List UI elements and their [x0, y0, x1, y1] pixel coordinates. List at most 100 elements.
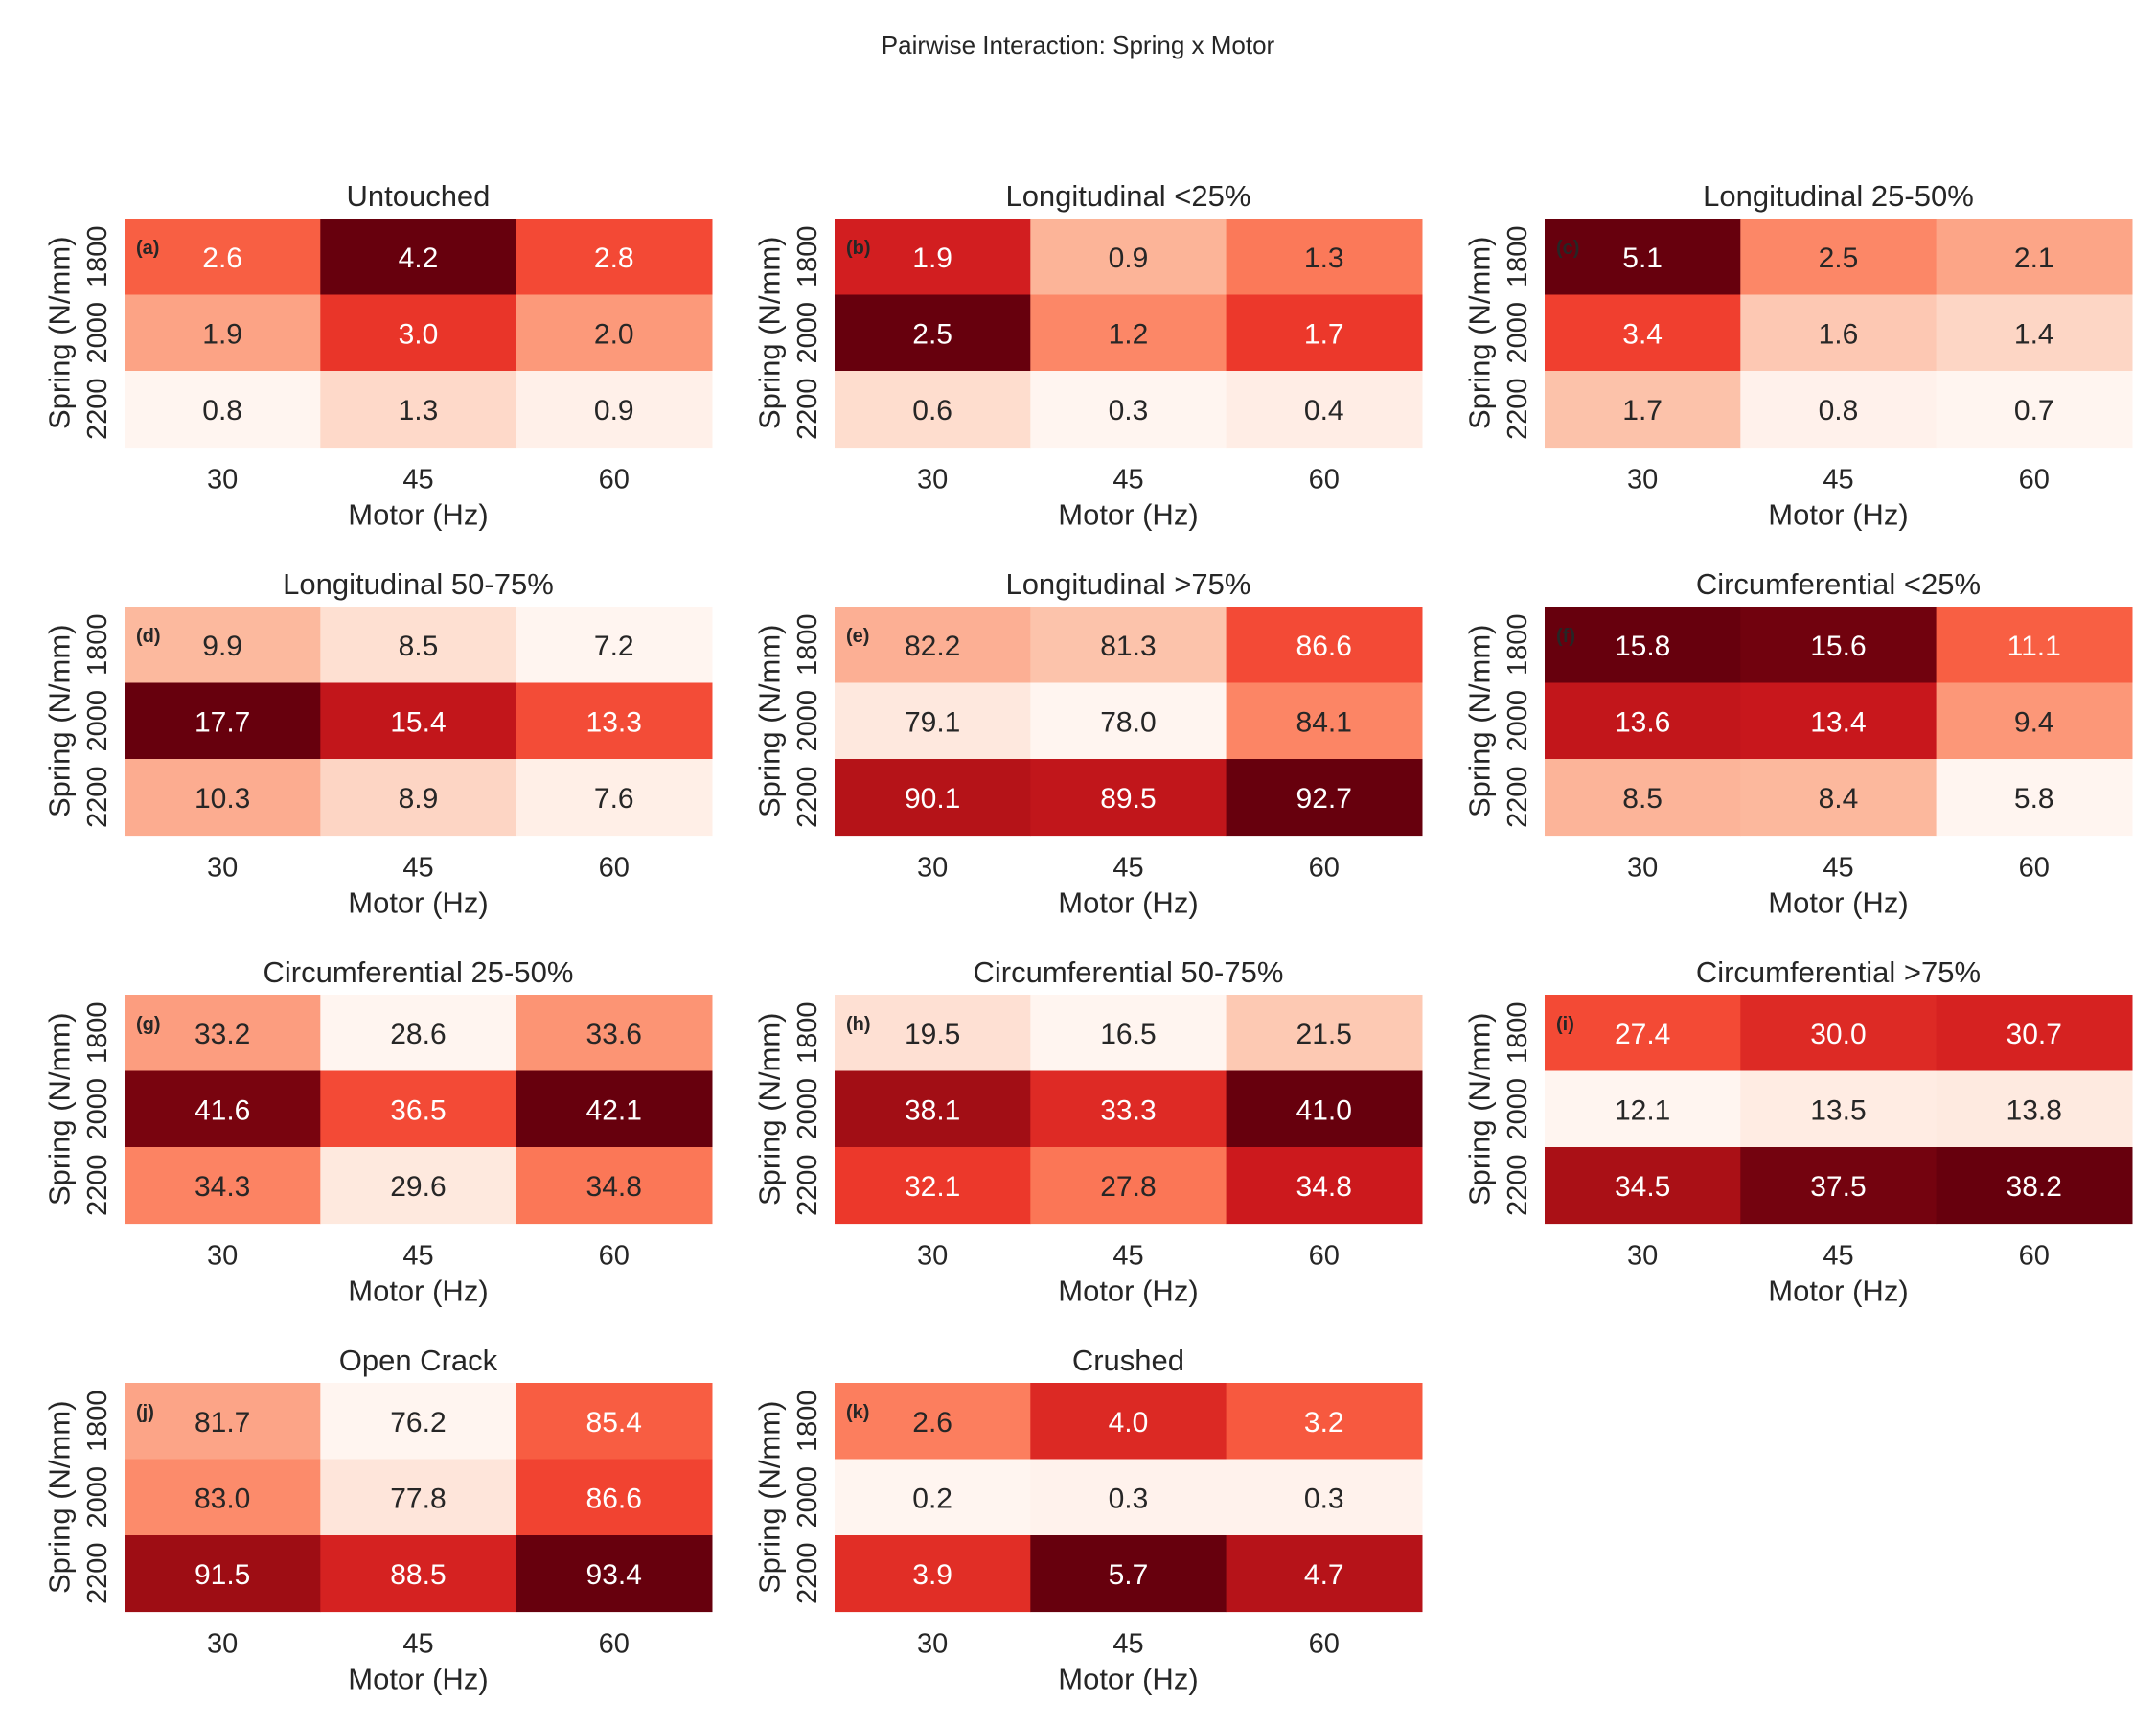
- panel-title: Circumferential <25%: [1696, 567, 1981, 601]
- heatmap-cell: [1030, 1070, 1227, 1148]
- heatmap-cell: [1740, 682, 1938, 760]
- x-tick-label: 30: [207, 853, 238, 884]
- heatmap-cell: [1226, 759, 1423, 837]
- x-tick-label: 60: [599, 1241, 630, 1272]
- heatmap-cell: [1740, 759, 1938, 837]
- cell-value-label: 30.0: [1810, 1019, 1866, 1050]
- x-tick-label: 60: [1309, 1629, 1340, 1660]
- heatmap-panel: 2.6 4.2 2.8 1.9 3.0 2.0 0.8 1.3 0.9 (a) Untouched 3…: [43, 179, 713, 532]
- cell-value-label: 15.4: [390, 706, 446, 738]
- x-tick-label: 45: [402, 465, 433, 495]
- cell-value-label: 33.3: [1100, 1094, 1156, 1126]
- y-tick-label: 2000: [82, 1466, 113, 1529]
- y-axis-label: Spring (N/mm): [43, 1400, 77, 1594]
- cell-value-label: 0.3: [1304, 1483, 1344, 1514]
- x-axis-label: Motor (Hz): [1768, 886, 1908, 920]
- x-tick-label: 60: [2019, 1241, 2050, 1272]
- x-axis-label: Motor (Hz): [1058, 886, 1198, 920]
- cell-value-label: 37.5: [1810, 1171, 1866, 1203]
- cell-value-label: 34.3: [195, 1171, 250, 1203]
- heatmap-cell: [835, 995, 1031, 1072]
- heatmap-cell: [516, 682, 713, 760]
- cell-value-label: 15.6: [1810, 631, 1866, 662]
- x-tick-label: 60: [2019, 853, 2050, 884]
- heatmap-cell: [1030, 1147, 1227, 1225]
- heatmap-cell: [1740, 995, 1938, 1072]
- heatmap-cell: [1226, 682, 1423, 760]
- x-tick-label: 45: [1823, 465, 1853, 495]
- cell-value-label: 1.6: [1819, 318, 1859, 350]
- y-axis-label: Spring (N/mm): [753, 1012, 787, 1206]
- x-tick-label: 60: [1309, 465, 1340, 495]
- panel-title: Longitudinal >75%: [1005, 567, 1250, 601]
- panel-label: (a): [136, 238, 159, 259]
- x-tick-label: 45: [1112, 465, 1143, 495]
- cell-value-label: 30.7: [2007, 1019, 2062, 1050]
- heatmap-cell: [1740, 218, 1938, 296]
- cell-value-label: 0.8: [202, 395, 242, 426]
- heatmap-cell: [516, 1459, 713, 1536]
- y-axis-label: Spring (N/mm): [43, 236, 77, 429]
- y-axis-label: Spring (N/mm): [753, 1400, 787, 1594]
- y-tick-label: 2000: [1502, 1078, 1533, 1140]
- heatmap-cell: [1545, 371, 1741, 448]
- panel-title: Circumferential 50-75%: [973, 955, 1283, 989]
- cell-value-label: 1.3: [1304, 242, 1344, 274]
- heatmap-cell: [1936, 294, 2133, 372]
- panel-label: (d): [136, 626, 161, 647]
- heatmap-panel: 1.9 0.9 1.3 2.5 1.2 1.7 0.6 0.3 0.4 (b) Longitudin…: [753, 179, 1423, 532]
- cell-value-label: 1.9: [202, 318, 242, 350]
- y-axis-label: Spring (N/mm): [1463, 1012, 1497, 1206]
- y-tick-label: 2000: [82, 1078, 113, 1140]
- heatmap-cell: [516, 759, 713, 837]
- cell-value-label: 3.2: [1304, 1407, 1344, 1438]
- heatmap-cell: [125, 995, 321, 1072]
- figure-title: Pairwise Interaction: Spring x Motor: [882, 31, 1275, 59]
- x-tick-label: 60: [599, 1629, 630, 1660]
- cell-value-label: 91.5: [195, 1559, 250, 1591]
- x-axis-label: Motor (Hz): [1768, 498, 1908, 532]
- cell-value-label: 83.0: [195, 1483, 250, 1514]
- x-axis-label: Motor (Hz): [348, 1275, 488, 1308]
- x-tick-label: 30: [1627, 853, 1658, 884]
- y-tick-label: 1800: [1502, 613, 1533, 676]
- heatmap-panel: 2.6 4.0 3.2 0.2 0.3 0.3 3.9 5.7 4.7 (k) Crushed 30 4…: [753, 1344, 1423, 1696]
- x-axis-label: Motor (Hz): [1058, 498, 1198, 532]
- cell-value-label: 89.5: [1100, 783, 1156, 815]
- cell-value-label: 0.7: [2014, 395, 2054, 426]
- heatmap-cell: [320, 294, 517, 372]
- cell-value-label: 41.6: [195, 1094, 250, 1126]
- cell-value-label: 0.6: [912, 395, 952, 426]
- cell-value-label: 0.4: [1304, 395, 1344, 426]
- heatmap-cell: [516, 294, 713, 372]
- y-tick-label: 1800: [82, 613, 113, 676]
- heatmap-cell: [835, 607, 1031, 684]
- cell-value-label: 9.4: [2014, 706, 2054, 738]
- heatmap-cell: [516, 1535, 713, 1613]
- y-tick-label: 2200: [82, 766, 113, 828]
- x-tick-label: 30: [917, 1241, 948, 1272]
- cell-value-label: 38.1: [905, 1094, 960, 1126]
- heatmap-cell: [1030, 218, 1227, 296]
- heatmap-cell: [516, 1383, 713, 1460]
- cell-value-label: 5.7: [1109, 1559, 1149, 1591]
- heatmap-cell: [1740, 371, 1938, 448]
- y-tick-label: 1800: [792, 225, 823, 288]
- y-tick-label: 2000: [792, 1078, 823, 1140]
- panel-label: (h): [846, 1014, 871, 1035]
- heatmap-cell: [835, 1070, 1031, 1148]
- y-tick-label: 1800: [792, 613, 823, 676]
- heatmap-cell: [1545, 1147, 1741, 1225]
- y-tick-label: 2200: [1502, 378, 1533, 440]
- cell-value-label: 34.8: [1296, 1171, 1352, 1203]
- heatmap-cell: [1936, 607, 2133, 684]
- heatmap-cell: [835, 682, 1031, 760]
- heatmap-cell: [516, 607, 713, 684]
- heatmap-cell: [125, 759, 321, 837]
- y-axis-label: Spring (N/mm): [43, 624, 77, 817]
- cell-value-label: 84.1: [1296, 706, 1352, 738]
- y-tick-label: 2000: [792, 302, 823, 364]
- x-tick-label: 60: [599, 465, 630, 495]
- cell-value-label: 86.6: [1296, 631, 1352, 662]
- heatmap-cell: [320, 995, 517, 1072]
